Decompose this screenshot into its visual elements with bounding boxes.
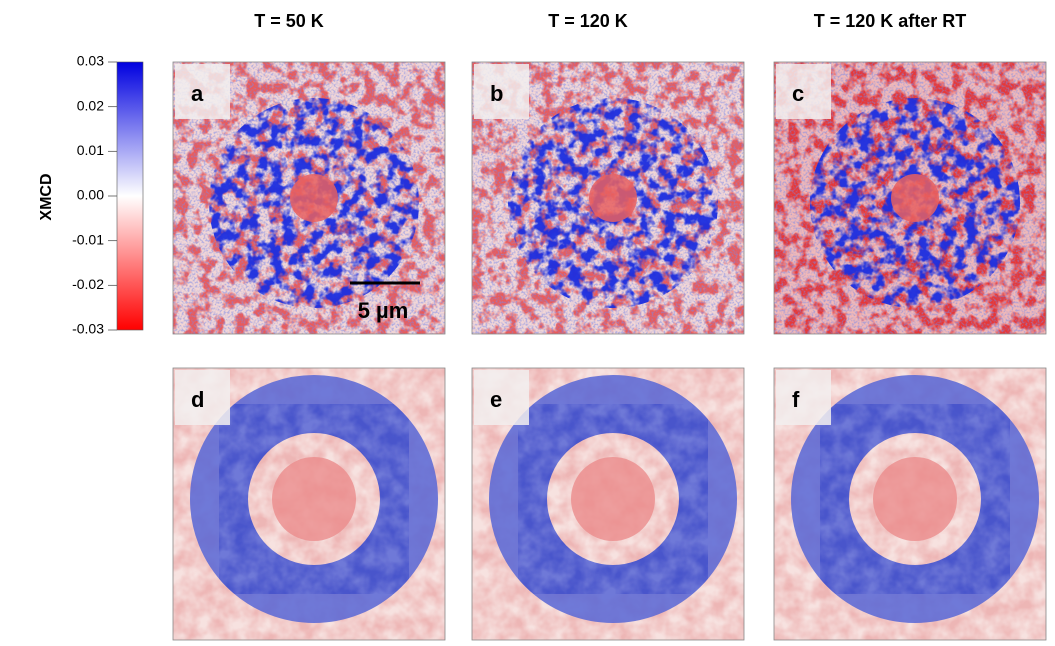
image-panel: d	[173, 368, 445, 640]
image-panel: a	[173, 62, 445, 334]
center	[290, 174, 338, 222]
scale-bar-label: 5 µm	[358, 298, 409, 323]
figure: XMCD T = 50 K T = 120 K T = 120 K after RT…	[0, 0, 1055, 646]
panel-label: d	[191, 387, 204, 412]
panel-label: b	[490, 81, 503, 106]
label-box	[776, 370, 831, 425]
colorbar-tick-label: 0.02	[77, 97, 104, 113]
panel-label: f	[792, 387, 800, 412]
image-panel: e	[472, 368, 744, 640]
colorbar-tick-label: 0.01	[77, 142, 104, 158]
colorbar-tick-label: -0.02	[72, 276, 104, 292]
column-title: T = 120 K after RT	[814, 11, 967, 31]
panel-label: c	[792, 81, 804, 106]
colorbar-tick-label: 0.00	[77, 187, 104, 203]
panel-label: e	[490, 387, 502, 412]
center	[589, 174, 637, 222]
column-title: T = 120 K	[548, 11, 628, 31]
colorbar-tick-label: -0.03	[72, 321, 104, 337]
image-panel: f	[774, 368, 1046, 640]
colorbar	[117, 62, 143, 330]
panel-label: a	[191, 81, 204, 106]
image-panel: b	[472, 62, 744, 334]
colorbar-tick-label: -0.01	[72, 231, 104, 247]
center	[272, 457, 356, 541]
center	[873, 457, 957, 541]
colorbar-tick-label: 0.03	[77, 53, 104, 69]
center	[571, 457, 655, 541]
colorbar-label: XMCD	[38, 173, 55, 220]
center	[891, 174, 939, 222]
image-panel: c	[774, 62, 1046, 334]
column-title: T = 50 K	[254, 11, 324, 31]
